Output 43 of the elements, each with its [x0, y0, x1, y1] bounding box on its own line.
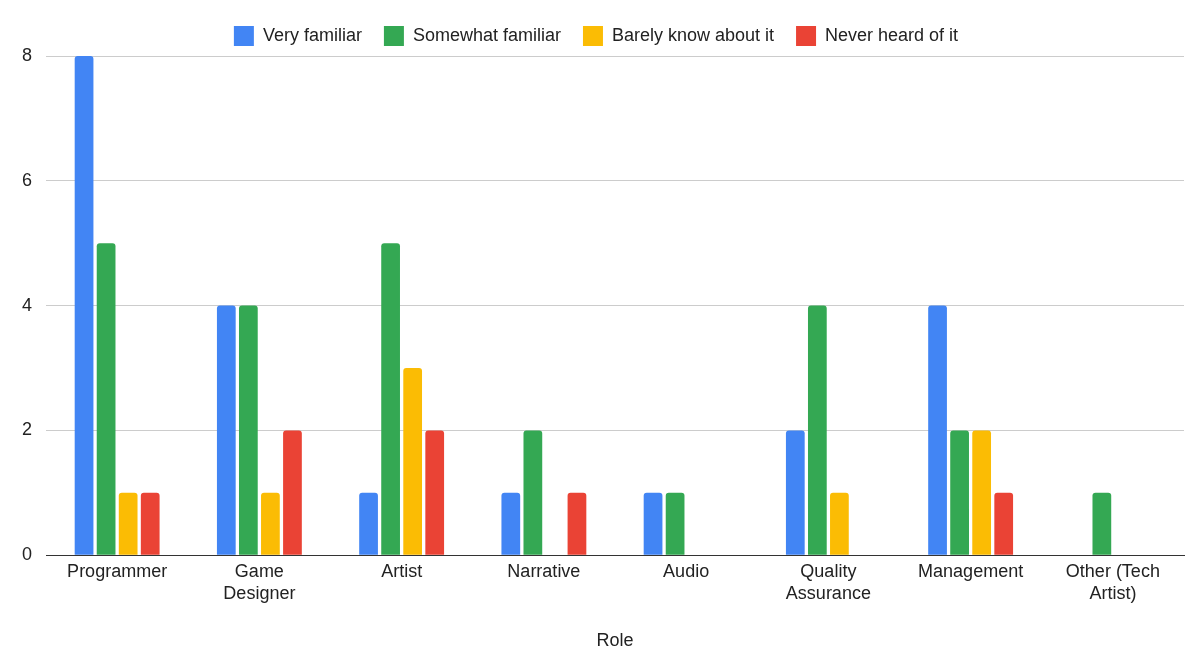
bar — [928, 305, 947, 555]
x-axis-title: Role — [596, 630, 634, 651]
bar — [118, 492, 138, 555]
bar — [785, 430, 805, 555]
bar — [567, 492, 587, 555]
bar — [238, 305, 258, 555]
y-tick-label: 8 — [22, 44, 33, 65]
legend-label: Somewhat familiar — [412, 24, 561, 45]
bar — [74, 56, 94, 555]
bar — [381, 243, 400, 555]
bar — [96, 243, 116, 555]
bar — [403, 368, 423, 555]
bar — [665, 492, 685, 555]
x-tick-label: Quality Assurance — [785, 560, 871, 603]
bar — [643, 492, 663, 555]
y-tick-label: 2 — [22, 419, 33, 440]
bar — [807, 305, 827, 555]
bar — [261, 492, 280, 555]
bar — [972, 430, 992, 555]
bar — [830, 492, 849, 555]
bar — [359, 492, 378, 555]
bar — [1092, 492, 1112, 555]
bar — [950, 430, 969, 555]
x-tick-label: Other (Tech Artist) — [1065, 560, 1160, 603]
bar — [501, 492, 521, 555]
legend-label: Very familiar — [262, 24, 362, 45]
y-tick-label: 6 — [22, 169, 33, 190]
bar — [283, 430, 302, 555]
x-tick-label: Game Designer — [223, 560, 296, 603]
x-tick-label: Artist — [381, 560, 423, 581]
x-tick-label: Programmer — [67, 560, 168, 581]
legend-label: Barely know about it — [611, 24, 775, 45]
x-tick-label: Narrative — [507, 560, 581, 581]
bar — [523, 430, 543, 555]
bar — [216, 305, 236, 555]
bar — [425, 430, 445, 555]
x-tick-label: Management — [918, 560, 1024, 581]
bar — [140, 492, 160, 555]
y-tick-label: 0 — [22, 544, 33, 565]
legend-label: Never heard of it — [825, 24, 959, 45]
y-tick-label: 4 — [22, 294, 33, 315]
bar — [994, 492, 1014, 555]
x-tick-label: Audio — [663, 560, 710, 581]
